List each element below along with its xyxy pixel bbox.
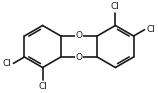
Text: Cl: Cl bbox=[146, 25, 155, 34]
Text: Cl: Cl bbox=[38, 82, 47, 91]
Text: O: O bbox=[76, 53, 82, 61]
Text: Cl: Cl bbox=[3, 59, 12, 68]
Text: O: O bbox=[76, 32, 82, 40]
Text: Cl: Cl bbox=[111, 2, 120, 11]
